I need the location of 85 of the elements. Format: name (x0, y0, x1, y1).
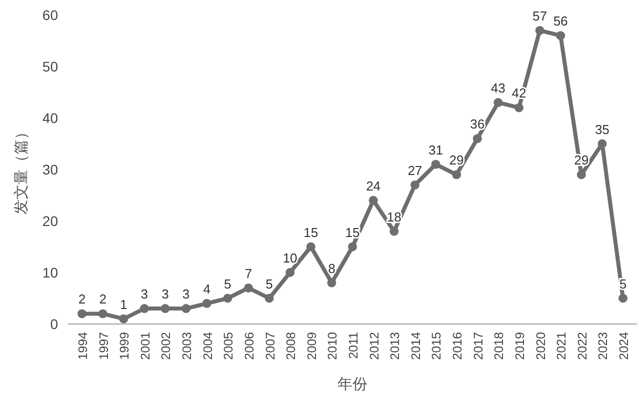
point (160, 304, 170, 314)
data-label: 5 (266, 276, 273, 292)
point (264, 294, 274, 303)
data-label: 35 (594, 122, 610, 137)
data-label: 3 (162, 286, 169, 302)
x-tick-label: 2018 (492, 332, 506, 360)
data-label: 24 (366, 178, 381, 194)
point (202, 298, 212, 308)
point (306, 242, 316, 252)
y-tick-label: 30 (42, 162, 58, 178)
point (472, 134, 482, 144)
x-tick-label: 2014 (408, 332, 423, 360)
data-label: 2 (99, 292, 106, 307)
point (223, 294, 232, 303)
point (182, 304, 191, 314)
data-label: 1 (120, 296, 128, 312)
x-tick-label: 2007 (263, 332, 278, 360)
data-label: 29 (449, 152, 464, 168)
data-label: 3 (182, 286, 190, 302)
x-tick-label: 2016 (450, 332, 465, 360)
point (368, 196, 378, 205)
x-tick-label: 2009 (304, 332, 319, 360)
point (78, 309, 86, 318)
x-tick-label: 2010 (326, 332, 340, 360)
point (431, 160, 440, 169)
x-tick-label: 2002 (159, 332, 174, 360)
y-tick-label: 50 (42, 58, 58, 74)
x-tick-label: 2006 (242, 332, 256, 360)
y-tick-label: 60 (42, 7, 58, 23)
data-label: 3 (140, 286, 148, 302)
y-tick-label: 0 (50, 316, 58, 332)
y-tick-label: 10 (42, 264, 58, 280)
x-tick-label: 2019 (512, 332, 527, 360)
x-tick-label: 2004 (200, 332, 215, 360)
point (140, 304, 149, 314)
data-label: 10 (282, 250, 298, 266)
data-label: 15 (304, 224, 318, 240)
point (556, 31, 566, 40)
x-tick-label: 2011 (346, 332, 360, 359)
x-tick-label: 2023 (596, 332, 610, 360)
x-tick-label: 2024 (617, 332, 631, 360)
y-tick-label: 20 (42, 213, 58, 229)
data-label: 27 (408, 162, 422, 178)
x-tick-label: 2022 (575, 332, 590, 360)
x-tick-label: 2005 (222, 332, 236, 360)
x-tick-label: 2008 (284, 332, 298, 360)
x-tick-label: 2003 (180, 332, 194, 360)
point (535, 26, 544, 35)
y-tick-label: 40 (42, 110, 58, 126)
point (348, 242, 357, 252)
x-tick-label: 2021 (554, 332, 569, 360)
point (514, 103, 524, 112)
point (410, 180, 420, 190)
point (618, 294, 628, 303)
data-label: 57 (532, 8, 548, 24)
data-label: 7 (244, 266, 252, 281)
x-tick-label: 2017 (471, 332, 486, 360)
data-label: 8 (328, 260, 336, 276)
point (244, 283, 253, 292)
y-axis-title: 发文量（篇） (13, 124, 30, 214)
data-label: 4 (203, 281, 210, 296)
point (286, 268, 295, 277)
data-label: 31 (428, 142, 443, 158)
x-axis-title: 年份 (338, 376, 368, 393)
x-tick-label: 2012 (367, 332, 382, 360)
point (327, 278, 336, 288)
x-tick-label: 2020 (534, 332, 548, 360)
x-tick-label: 2015 (430, 332, 444, 360)
x-tick-label: 1994 (76, 332, 90, 360)
data-label: 36 (470, 116, 485, 132)
point (452, 170, 462, 180)
x-tick-label: 1999 (118, 332, 132, 360)
x-tick-label: 1997 (96, 332, 111, 360)
data-label: 5 (224, 276, 232, 292)
point (598, 139, 607, 148)
x-tick-label: 2001 (138, 332, 152, 360)
data-label: 56 (553, 14, 568, 29)
point (119, 314, 128, 324)
data-label: 43 (490, 80, 506, 96)
point (390, 226, 399, 236)
point (576, 170, 586, 180)
data-label: 2 (78, 292, 86, 307)
point (98, 309, 108, 318)
x-tick-label: 2013 (388, 332, 402, 360)
point (494, 98, 503, 108)
